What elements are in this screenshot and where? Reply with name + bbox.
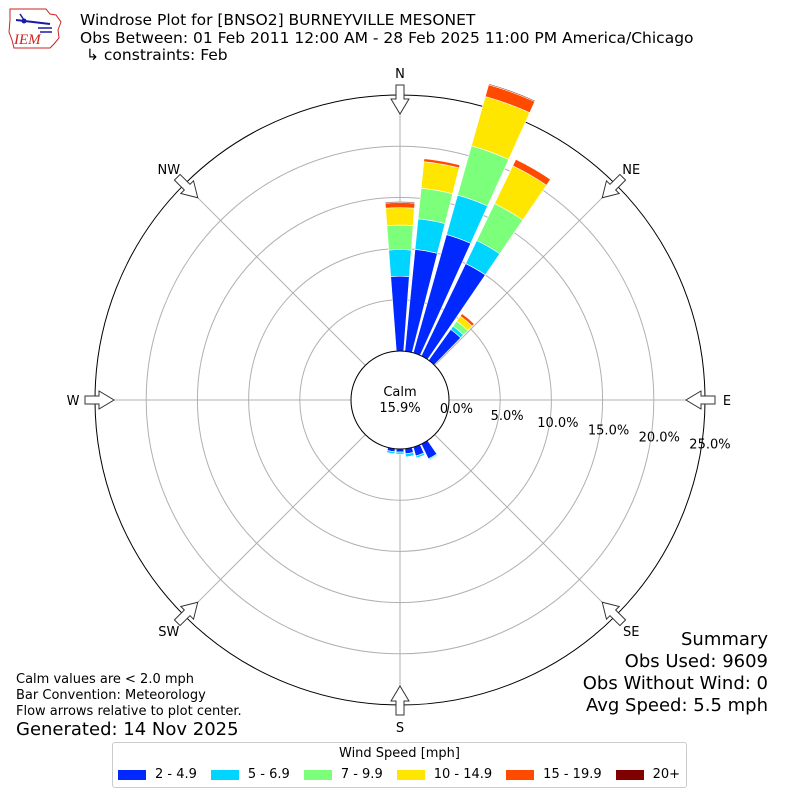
bar-170-bin-1: [405, 452, 415, 458]
direction-label-ne: NE: [622, 163, 640, 178]
radial-tick-labels: 0.0% 5.0% 10.0% 15.0% 20.0% 25.0%: [440, 402, 731, 453]
radial-tick-label: 10.0%: [537, 416, 578, 431]
chart-subtitle-constraints: ↳ constraints: Feb: [86, 46, 228, 64]
note-flow: Flow arrows relative to plot center.: [16, 704, 242, 719]
summary-title: Summary: [681, 629, 768, 650]
legend-item: 10 - 14.9: [396, 767, 493, 782]
windrose-bars: [384, 83, 551, 462]
radial-tick-label: 25.0%: [689, 438, 730, 453]
direction-label-w: W: [67, 394, 80, 409]
summary-obs-used: Obs Used: 9609: [624, 651, 768, 672]
legend-label: 2 - 4.9: [155, 767, 197, 782]
bar-0-bin-3: [385, 207, 415, 226]
legend-label: 7 - 9.9: [340, 767, 383, 782]
calm-label: Calm: [383, 385, 416, 400]
legend-items: 2 - 4.9 5 - 6.9 7 - 9.9 10 - 14.9 15 - 19.9 2…: [118, 767, 694, 782]
note-convention: Bar Convention: Meteorology: [16, 688, 206, 703]
grid-spoke-45: [434, 183, 617, 366]
calm-circle: [350, 350, 450, 450]
legend-item: 5 - 6.9: [210, 767, 290, 782]
legend-swatch: [303, 769, 332, 780]
legend-swatch: [506, 769, 535, 780]
grid-spoke-225: [183, 434, 366, 617]
flow-arrow-315: [173, 173, 199, 199]
chart-title: Windrose Plot for [BNSO2] BURNEYVILLE ME…: [80, 11, 476, 29]
radial-tick-label: 20.0%: [639, 430, 680, 445]
flow-arrow-90: [685, 390, 716, 410]
chart-subtitle-period: Obs Between: 01 Feb 2011 12:00 AM - 28 F…: [80, 29, 694, 47]
bar-160-bin-1: [415, 452, 426, 459]
radial-tick-label: 5.0%: [491, 409, 524, 424]
flow-arrow-225: [173, 601, 199, 627]
flow-arrows: [84, 84, 716, 716]
grid-spoke-135: [434, 434, 617, 617]
direction-label-e: E: [723, 394, 731, 409]
bar-20-bin-5: [488, 83, 536, 102]
iem-logo: IEM: [8, 8, 62, 49]
legend-item: 15 - 19.9: [506, 767, 602, 782]
summary-obs-without-wind: Obs Without Wind: 0: [582, 673, 768, 694]
flow-arrow-270: [84, 390, 115, 410]
bar-10-bin-2: [417, 187, 453, 224]
grid-spoke-315: [183, 183, 366, 366]
flow-arrow-0: [390, 84, 410, 115]
bar-10-bin-4: [423, 158, 461, 169]
summary-avg-speed: Avg Speed: 5.5 mph: [586, 695, 768, 716]
legend: Wind Speed [mph] 2 - 4.9 5 - 6.9 7 - 9.9 10…: [112, 742, 687, 788]
bar-190-bin-1: [386, 450, 396, 455]
generated-date: Generated: 14 Nov 2025: [16, 719, 239, 740]
radial-tick-label: 15.0%: [588, 423, 629, 438]
legend-swatch: [210, 769, 239, 780]
note-calm: Calm values are < 2.0 mph: [16, 672, 195, 687]
bar-0-bin-1: [388, 249, 412, 277]
direction-labels: N NE E SE S SW W NW: [67, 67, 732, 736]
direction-label-se: SE: [623, 625, 639, 640]
radial-tick-label: 0.0%: [440, 402, 473, 417]
legend-label: 5 - 6.9: [247, 767, 290, 782]
bar-30-bin-4: [512, 158, 551, 186]
bar-40-bin-4: [459, 313, 475, 327]
flow-arrow-180: [390, 685, 410, 716]
legend-label: 15 - 19.9: [543, 767, 602, 782]
direction-label-sw: SW: [158, 625, 179, 640]
direction-label-n: N: [395, 67, 405, 82]
bar-0-bin-5: [384, 201, 416, 204]
bar-0-bin-2: [386, 224, 414, 251]
logo-text: IEM: [13, 32, 42, 48]
flow-arrow-135: [601, 601, 627, 627]
bar-10-bin-1: [414, 218, 446, 254]
direction-label-nw: NW: [157, 163, 180, 178]
legend-title: Wind Speed [mph]: [339, 746, 460, 761]
legend-swatch: [396, 769, 425, 780]
bar-180-bin-1: [395, 451, 405, 455]
flow-arrow-45: [601, 173, 627, 199]
bar-150-bin-2: [428, 454, 439, 462]
legend-item: 7 - 9.9: [303, 767, 383, 782]
bar-0-bin-4: [384, 202, 416, 209]
direction-label-s: S: [396, 721, 404, 736]
legend-swatch: [615, 769, 644, 780]
legend-swatch: [118, 769, 146, 780]
legend-label: 20+: [652, 767, 681, 782]
legend-label: 10 - 14.9: [433, 767, 493, 782]
legend-item: 20+: [615, 767, 681, 782]
legend-item: 2 - 4.9: [118, 767, 197, 782]
calm-value: 15.9%: [379, 401, 420, 416]
